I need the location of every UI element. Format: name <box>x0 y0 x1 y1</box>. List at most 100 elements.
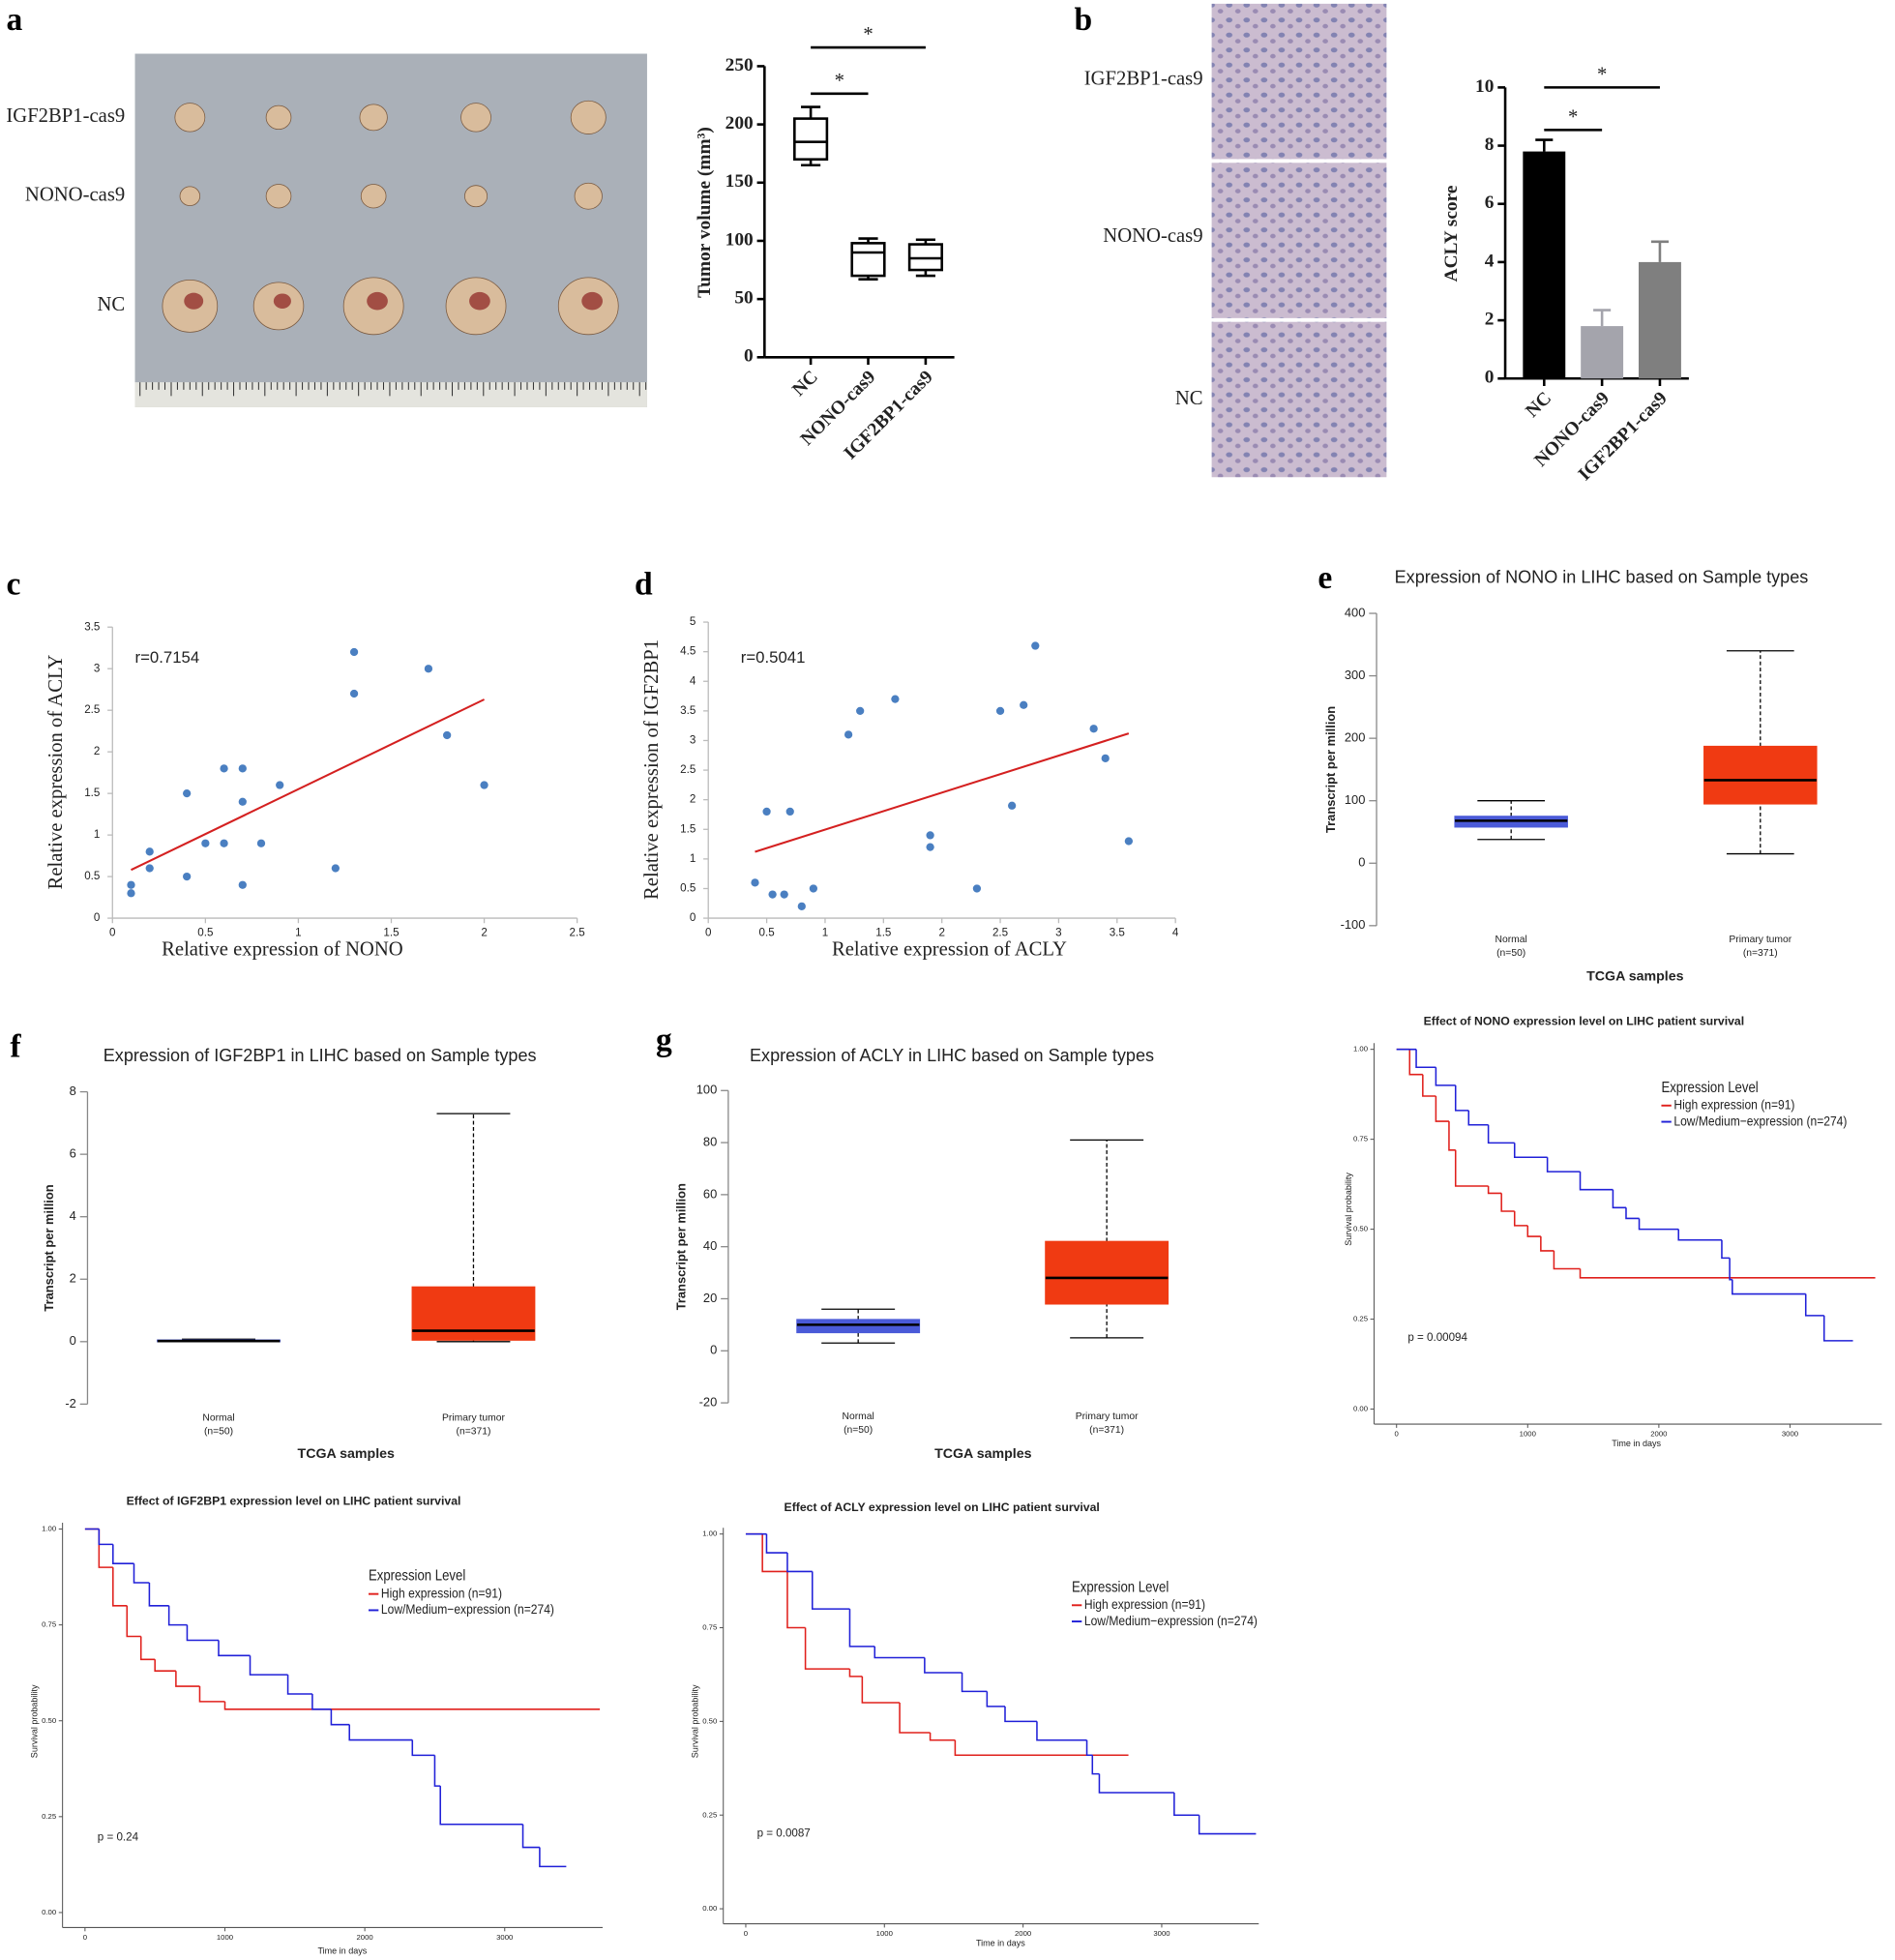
row-label: NONO-cas9 <box>1103 225 1202 247</box>
survival-step <box>154 1659 176 1672</box>
x-tick-label: NC <box>1523 388 1556 422</box>
y-tick-label: 0 <box>690 911 696 924</box>
y-tick-label: 2 <box>690 793 696 806</box>
point <box>797 902 806 910</box>
point <box>424 665 433 673</box>
x-axis-label: Time in days <box>317 1945 367 1955</box>
x-tick-label: NC <box>788 367 822 401</box>
point <box>844 730 853 739</box>
survival-step <box>133 1563 150 1584</box>
survival-step <box>1435 1096 1449 1122</box>
y-tick-label: 50 <box>734 288 753 309</box>
survival-step <box>286 1675 312 1695</box>
x-tick-label: 0 <box>705 927 711 939</box>
y-tick-label: -2 <box>65 1396 75 1411</box>
tumor-photo <box>134 53 647 407</box>
point <box>926 831 934 840</box>
x-axis-label: Time in days <box>976 1939 1025 1948</box>
survival-step <box>804 1627 850 1670</box>
survival-step <box>175 1671 200 1687</box>
y-tick-label: 400 <box>1345 605 1366 619</box>
y-tick-label: -20 <box>699 1395 718 1410</box>
y-tick-label: 2.5 <box>680 763 696 776</box>
survival-step <box>848 1669 863 1678</box>
box <box>411 1286 536 1341</box>
y-tick-label: 0 <box>744 346 754 367</box>
x-tick-sublabel: (n=371) <box>457 1427 491 1438</box>
x-tick-label: 0.5 <box>759 927 775 939</box>
box <box>1045 1240 1170 1305</box>
point <box>349 647 359 657</box>
y-tick-label: 4 <box>70 1208 76 1223</box>
y-tick-label: 100 <box>696 1083 718 1097</box>
y-tick-label: 0.75 <box>702 1623 717 1632</box>
point <box>145 864 154 873</box>
y-tick-label: 0.75 <box>1353 1135 1368 1143</box>
point <box>480 781 489 789</box>
survival-step <box>223 1701 601 1710</box>
point <box>331 864 340 873</box>
survival-step <box>765 1533 787 1554</box>
tumor <box>464 185 489 208</box>
survival-step <box>1553 1250 1581 1270</box>
survival-step <box>112 1544 134 1564</box>
y-tick-label: 3.5 <box>680 704 696 717</box>
y-tick-label: 6 <box>1485 193 1495 213</box>
significance-label: * <box>1568 106 1578 128</box>
y-tick-label: 6 <box>70 1146 76 1161</box>
x-tick-label: 1 <box>822 927 828 939</box>
bar <box>1581 326 1624 379</box>
y-tick-label: 0 <box>94 911 100 924</box>
survival-step <box>539 1847 567 1868</box>
legend-label: High expression (n=91) <box>1673 1097 1794 1113</box>
x-tick-sublabel: (n=50) <box>204 1427 233 1438</box>
y-tick-label: 2 <box>1485 310 1495 330</box>
row-label: IGF2BP1-cas9 <box>1084 68 1203 89</box>
box <box>796 1319 921 1334</box>
point <box>145 847 154 856</box>
panel-label: e <box>1318 560 1332 596</box>
survival-step <box>786 1571 806 1629</box>
x-tick-sublabel: (n=50) <box>1496 948 1525 959</box>
y-tick-label: 1.00 <box>42 1525 56 1533</box>
y-axis-label: Survival probability <box>691 1684 700 1758</box>
x-axis-label: TCGA samples <box>934 1446 1032 1462</box>
survival-step <box>186 1624 219 1642</box>
y-tick-label: 2.5 <box>84 703 100 716</box>
significance-label: * <box>835 71 844 92</box>
y-axis-label: Transcript per million <box>1323 706 1338 833</box>
bar <box>1523 151 1566 379</box>
ruler <box>134 382 647 407</box>
x-axis-label: Relative expression of NONO <box>162 938 403 960</box>
point <box>1089 725 1098 733</box>
survival-step <box>1422 1074 1436 1097</box>
panel-label: c <box>7 567 21 603</box>
significance-label: * <box>1597 65 1607 86</box>
y-tick-label: 1.5 <box>680 822 696 835</box>
survival-step <box>899 1702 931 1734</box>
survival-step <box>861 1676 901 1704</box>
point <box>127 880 135 889</box>
survival-step <box>1454 1084 1469 1112</box>
x-tick-label: Primary tumor <box>1729 935 1791 945</box>
y-tick-label: 0.5 <box>680 882 696 895</box>
point <box>256 839 266 847</box>
survival-step <box>198 1686 225 1703</box>
panel-label: f <box>10 1028 21 1064</box>
point <box>220 764 228 773</box>
survival-step <box>112 1567 128 1607</box>
x-tick-label: 0.5 <box>197 927 213 939</box>
legend-title: Expression Level <box>1661 1080 1758 1096</box>
x-tick-label: 2.5 <box>992 927 1008 939</box>
survival-step <box>848 1609 875 1648</box>
survival-step <box>1085 1739 1093 1757</box>
y-tick-label: 0.5 <box>84 870 100 882</box>
chart-title: Effect of NONO expression level on LIHC … <box>1424 1014 1745 1027</box>
survival-step <box>1415 1049 1436 1069</box>
point <box>1031 641 1040 650</box>
point <box>751 878 759 887</box>
survival-step <box>1500 1193 1515 1212</box>
point <box>768 890 777 899</box>
chart-title: Expression of IGF2BP1 in LIHC based on S… <box>104 1046 537 1065</box>
